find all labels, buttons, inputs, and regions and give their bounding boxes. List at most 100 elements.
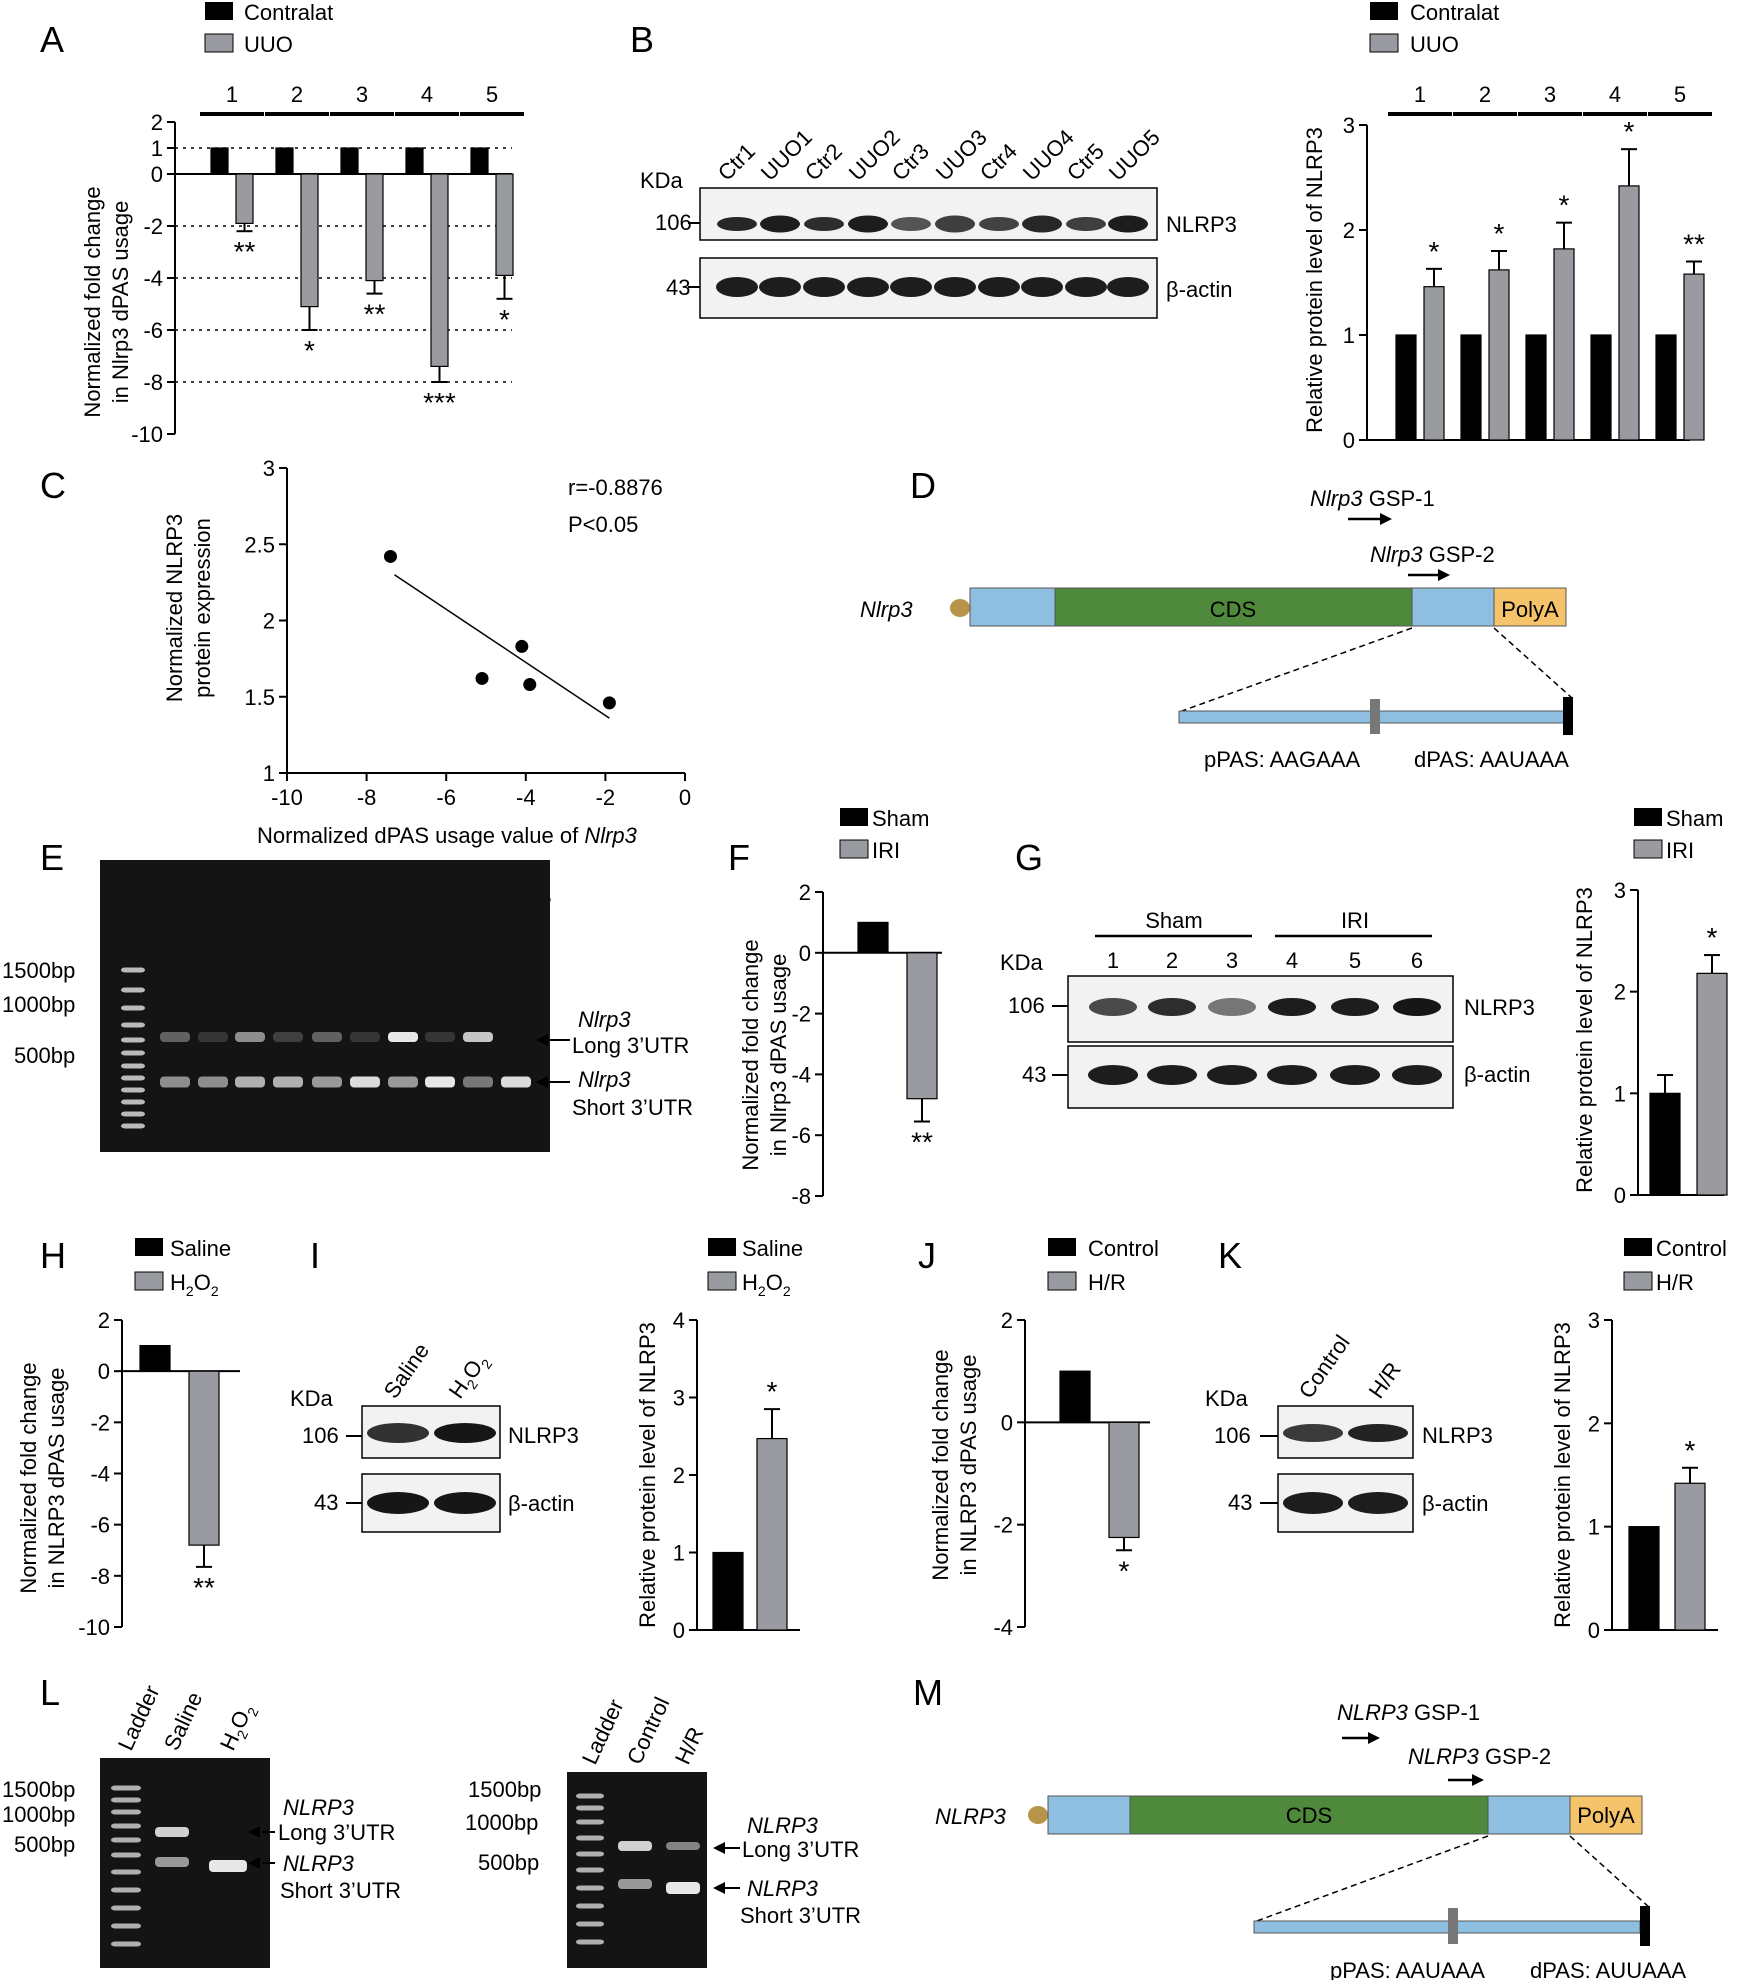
y-axis-label-line2: protein expression	[190, 518, 215, 698]
gsp-2-primer: NLRP3 GSP-2	[1408, 1744, 1551, 1786]
y-tick-label: -4	[90, 1462, 110, 1487]
long-utr-gene: NLRP3	[747, 1813, 819, 1838]
lane-label-hr: H/R	[1364, 1357, 1406, 1402]
y-tick-label: -2	[90, 1410, 110, 1435]
ladder-band	[111, 1887, 141, 1893]
polya-label: PolyA	[1501, 597, 1559, 622]
bar-control	[1655, 334, 1677, 441]
long-utr-band	[312, 1032, 342, 1042]
long-utr-annotation: NLRP3 Long 3’UTR	[248, 1795, 395, 1845]
short-utr-band	[198, 1076, 228, 1088]
band-label-nlrp3: NLRP3	[508, 1423, 579, 1448]
significance-stars: *	[499, 304, 510, 335]
bar-control	[1525, 334, 1547, 441]
panel-m-gene-diagram: NLRP3 GSP-1 NLRP3 GSP-2 NLRP3 CDS PolyA …	[935, 1700, 1686, 1980]
panel-letter-f: F	[728, 837, 750, 878]
marker-1500bp: 1500bp	[2, 1777, 75, 1802]
y-tick-label: 3	[263, 456, 275, 481]
band-actin	[1107, 277, 1149, 297]
short-utr-band	[209, 1860, 247, 1872]
legend-swatch-sham	[1634, 808, 1662, 826]
kda-label: KDa	[1205, 1386, 1249, 1411]
gel-e-bands	[121, 967, 531, 1129]
arrow-head-icon	[248, 1857, 260, 1869]
short-utr-annotation: NLRP3 Short 3’UTR	[713, 1876, 861, 1928]
long-utr-label: Long 3’UTR	[572, 1033, 689, 1058]
polya-box	[1569, 1795, 1643, 1835]
ladder-band	[576, 1939, 604, 1945]
marker-1000bp: 1000bp	[465, 1810, 538, 1835]
chart-f-plot: 2 0 -2 -4 -6 -8 **	[791, 880, 942, 1209]
y-tick-label: -8	[90, 1564, 110, 1589]
arrow-head-icon	[536, 1034, 548, 1046]
mw-43: 43	[1022, 1062, 1046, 1087]
ladder-band	[111, 1905, 141, 1911]
legend-swatch-h2o2	[134, 1271, 164, 1291]
y-axis-label-line1: Normalized fold change	[928, 1349, 953, 1580]
zoom-line-left	[1178, 627, 1413, 713]
band-actin	[978, 277, 1020, 297]
y-tick-label: 1.5	[244, 685, 275, 710]
ladder-band	[576, 1885, 604, 1891]
h2o2-sub1: 2	[758, 1283, 766, 1299]
scatter-point	[523, 678, 537, 692]
legend-swatch-control	[1048, 1238, 1076, 1256]
ladder-band	[121, 1050, 145, 1056]
panel-c-chart: Normalized NLRP3 protein expression r=-0…	[162, 456, 691, 848]
ladder-band	[111, 1869, 141, 1875]
bar-treated	[188, 1370, 220, 1546]
marker-1500bp: 1500bp	[468, 1777, 541, 1802]
cds-box	[1129, 1795, 1489, 1835]
h2o2-sub2: 2	[783, 1283, 791, 1299]
band-actin	[1088, 1065, 1138, 1085]
y-axis-label-line1: Normalized NLRP3	[162, 514, 187, 702]
marker-500bp: 500bp	[478, 1850, 539, 1875]
ladder-band	[576, 1903, 604, 1909]
bar-control	[470, 147, 489, 175]
legend-label-contralat: Contralat	[1410, 0, 1499, 25]
ladder-band	[121, 1075, 145, 1081]
panel-letter-h: H	[40, 1235, 66, 1276]
bar-treated	[1674, 1482, 1706, 1631]
ladder-band	[576, 1835, 604, 1841]
y-tick-label: 0	[799, 941, 811, 966]
short-utr-annotation: NLRP3 Short 3’UTR	[248, 1851, 401, 1903]
legend-swatch-contralat	[205, 2, 233, 20]
pair-label: 3	[356, 82, 368, 107]
legend-label-hr: H/R	[1656, 1270, 1694, 1295]
short-utr-band	[312, 1076, 342, 1088]
gel-l-right-bands	[576, 1793, 700, 1945]
band-actin	[434, 1492, 496, 1514]
band-nlrp3	[1108, 215, 1148, 233]
long-utr-band	[273, 1032, 303, 1042]
bar-treated	[1618, 185, 1640, 441]
ladder-band	[121, 1022, 145, 1028]
significance-stars: *	[767, 1376, 778, 1407]
mw-43: 43	[1228, 1490, 1252, 1515]
significance-stars: **	[364, 299, 386, 330]
bar-control	[1395, 334, 1417, 441]
ladder-band	[121, 1087, 145, 1093]
cds-box	[1054, 587, 1413, 627]
y-axis-label-line2: in NLRP3 dPAS usage	[956, 1355, 981, 1576]
bar-treated	[906, 952, 938, 1100]
ladder-band	[576, 1805, 604, 1811]
bar-treated	[365, 173, 384, 282]
y-tick-label: -4	[791, 1062, 811, 1087]
y-tick-label: 3	[673, 1386, 685, 1411]
blot-g-lane-labels: 1 2 3 4 5 6	[1107, 948, 1423, 973]
arrow-head-icon	[713, 1842, 725, 1854]
short-utr-gene: NLRP3	[747, 1876, 819, 1901]
gsp-2-label: Nlrp3 GSP-2	[1370, 542, 1495, 567]
y-tick-label: 2	[1588, 1411, 1600, 1436]
legend-label-uuo: UUO	[244, 32, 293, 57]
y-axis-label-line1: Normalized fold change	[738, 939, 763, 1170]
short-utr-label: Short 3’UTR	[572, 1095, 693, 1120]
h2o2-sub1: 2	[186, 1283, 194, 1299]
significance-stars: *	[304, 335, 315, 366]
blot-i-bands	[367, 1423, 496, 1514]
h2o2-h: H	[742, 1270, 758, 1295]
long-utr-band	[198, 1032, 228, 1042]
